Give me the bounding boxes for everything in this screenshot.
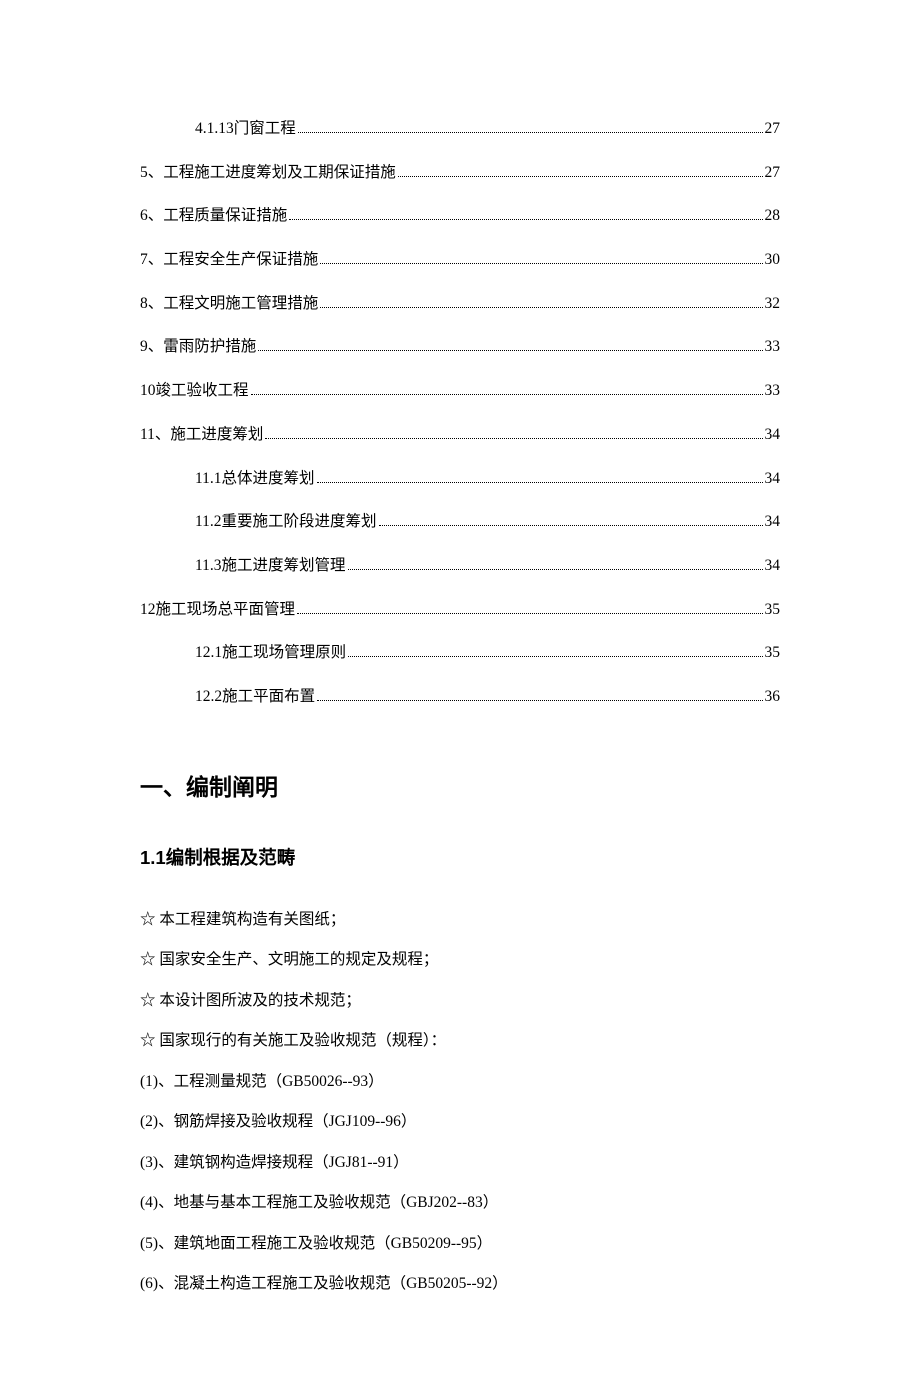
toc-entry-label: 12施工现场总平面管理 <box>140 599 295 621</box>
toc-entry-page: 27 <box>765 162 781 184</box>
toc-leader-dots <box>317 482 763 483</box>
toc-entry-page: 34 <box>765 511 781 533</box>
toc-entry-page: 35 <box>765 642 781 664</box>
toc-entry-page: 28 <box>765 205 781 227</box>
toc-entry: 5、工程施工进度筹划及工期保证措施 27 <box>140 162 780 184</box>
toc-entry: 7、工程安全生产保证措施 30 <box>140 249 780 271</box>
body-line: ☆ 国家现行的有关施工及验收规范（规程）： <box>140 1029 780 1053</box>
toc-entry-page: 36 <box>765 686 781 708</box>
toc-entry-page: 35 <box>765 599 781 621</box>
toc-entry: 10竣工验收工程 33 <box>140 380 780 402</box>
body-line: (6)、混凝土构造工程施工及验收规范（GB50205--92） <box>140 1272 780 1296</box>
body-line: (1)、工程测量规范（GB50026--93） <box>140 1070 780 1094</box>
toc-entry-page: 32 <box>765 293 781 315</box>
toc-leader-dots <box>398 176 763 177</box>
toc-entry-label: 11.3施工进度筹划管理 <box>195 555 346 577</box>
toc-leader-dots <box>320 263 762 264</box>
toc-entry-label: 12.1施工现场管理原则 <box>195 642 346 664</box>
body-line: ☆ 国家安全生产、文明施工的规定及规程； <box>140 948 780 972</box>
toc-entry-label: 5、工程施工进度筹划及工期保证措施 <box>140 162 396 184</box>
toc-entry-page: 34 <box>765 424 781 446</box>
toc-leader-dots <box>251 394 763 395</box>
toc-leader-dots <box>289 219 762 220</box>
heading-level-2: 1.1编制根据及范畴 <box>140 844 780 870</box>
body-line: (2)、钢筋焊接及验收规程（JGJ109--96） <box>140 1110 780 1134</box>
toc-entry: 11.1总体进度筹划 34 <box>140 468 780 490</box>
toc-entry-label: 4.1.13门窗工程 <box>195 118 296 140</box>
toc-entry: 12施工现场总平面管理 35 <box>140 599 780 621</box>
body-line: ☆ 本设计图所波及的技术规范； <box>140 989 780 1013</box>
toc-leader-dots <box>265 438 762 439</box>
toc-leader-dots <box>258 350 762 351</box>
toc-entry-label: 12.2施工平面布置 <box>195 686 315 708</box>
toc-leader-dots <box>320 307 762 308</box>
toc-entry-page: 34 <box>765 555 781 577</box>
toc-entry-label: 7、工程安全生产保证措施 <box>140 249 318 271</box>
toc-entry-label: 11、施工进度筹划 <box>140 424 263 446</box>
toc-entry-label: 10竣工验收工程 <box>140 380 249 402</box>
toc-entry-label: 9、雷雨防护措施 <box>140 336 256 358</box>
toc-entry-page: 33 <box>765 336 781 358</box>
toc-entry: 12.2施工平面布置 36 <box>140 686 780 708</box>
toc-entry-page: 30 <box>765 249 781 271</box>
toc-entry-page: 27 <box>765 118 781 140</box>
body-content: ☆ 本工程建筑构造有关图纸； ☆ 国家安全生产、文明施工的规定及规程； ☆ 本设计图… <box>140 908 780 1297</box>
toc-leader-dots <box>297 613 762 614</box>
toc-entry-page: 33 <box>765 380 781 402</box>
toc-entry: 11.2重要施工阶段进度筹划 34 <box>140 511 780 533</box>
body-line: ☆ 本工程建筑构造有关图纸； <box>140 908 780 932</box>
toc-entry: 4.1.13门窗工程 27 <box>140 118 780 140</box>
toc-leader-dots <box>379 525 763 526</box>
toc-entry: 12.1施工现场管理原则 35 <box>140 642 780 664</box>
toc-entry: 11.3施工进度筹划管理 34 <box>140 555 780 577</box>
toc-leader-dots <box>348 656 762 657</box>
toc-entry: 8、工程文明施工管理措施 32 <box>140 293 780 315</box>
toc-entry-label: 11.1总体进度筹划 <box>195 468 315 490</box>
heading-level-1: 一、编制阐明 <box>140 768 780 802</box>
toc-entry-label: 6、工程质量保证措施 <box>140 205 287 227</box>
toc-entry: 11、施工进度筹划 34 <box>140 424 780 446</box>
toc-entry-label: 8、工程文明施工管理措施 <box>140 293 318 315</box>
toc-entry-page: 34 <box>765 468 781 490</box>
toc-leader-dots <box>317 700 762 701</box>
toc-leader-dots <box>348 569 763 570</box>
body-line: (4)、地基与基本工程施工及验收规范（GBJ202--83） <box>140 1191 780 1215</box>
toc-entry: 9、雷雨防护措施 33 <box>140 336 780 358</box>
toc-entry: 6、工程质量保证措施 28 <box>140 205 780 227</box>
body-line: (3)、建筑钢构造焊接规程（JGJ81--91） <box>140 1151 780 1175</box>
toc-entry-label: 11.2重要施工阶段进度筹划 <box>195 511 377 533</box>
toc-leader-dots <box>298 132 763 133</box>
table-of-contents: 4.1.13门窗工程 27 5、工程施工进度筹划及工期保证措施 27 6、工程质量保证措… <box>140 118 780 708</box>
body-line: (5)、建筑地面工程施工及验收规范（GB50209--95） <box>140 1232 780 1256</box>
